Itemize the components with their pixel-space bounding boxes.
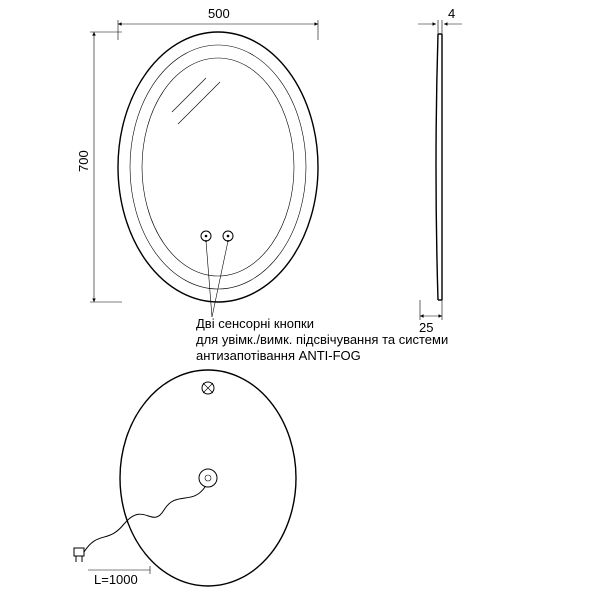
plug-icon: [74, 548, 84, 562]
annotation-line-1: Дві сенсорні кнопки: [196, 316, 314, 331]
center-connector-icon: [199, 469, 217, 487]
annotation-line-2: для увімк./вимк. підсвічування та систем…: [196, 332, 448, 347]
front-inner-ellipse: [142, 58, 294, 276]
dim-cable-length: L=1000: [88, 566, 150, 587]
side-view: 4 25: [418, 6, 462, 335]
dim-width-label: 500: [208, 6, 230, 21]
glare-line-2: [178, 82, 220, 124]
front-outer-ellipse: [118, 32, 318, 302]
front-mid-ellipse: [130, 45, 306, 289]
cable-path: [84, 487, 205, 552]
dim-thickness-label: 4: [448, 6, 455, 21]
annotation-line-3: антизапотівання ANTI-FOG: [196, 348, 361, 363]
dim-depth-25: 25: [419, 300, 442, 335]
technical-drawing: 500 700 4 25: [0, 0, 600, 600]
front-view: 500 700: [76, 6, 318, 302]
dim-height-label: 700: [76, 150, 91, 172]
sensor-button-1: [201, 231, 211, 241]
dim-thickness-4: 4: [418, 6, 462, 36]
sensor-button-2: [223, 231, 233, 241]
dim-width-500: 500: [118, 6, 318, 40]
back-view: L=1000: [74, 370, 296, 587]
top-connector-icon: [202, 382, 214, 394]
glare-line-1: [172, 78, 206, 112]
dim-cable-label: L=1000: [94, 572, 138, 587]
back-ellipse: [120, 370, 296, 586]
dim-height-700: 700: [76, 32, 122, 302]
annotation-group: Дві сенсорні кнопки для увімк./вимк. під…: [196, 241, 448, 363]
